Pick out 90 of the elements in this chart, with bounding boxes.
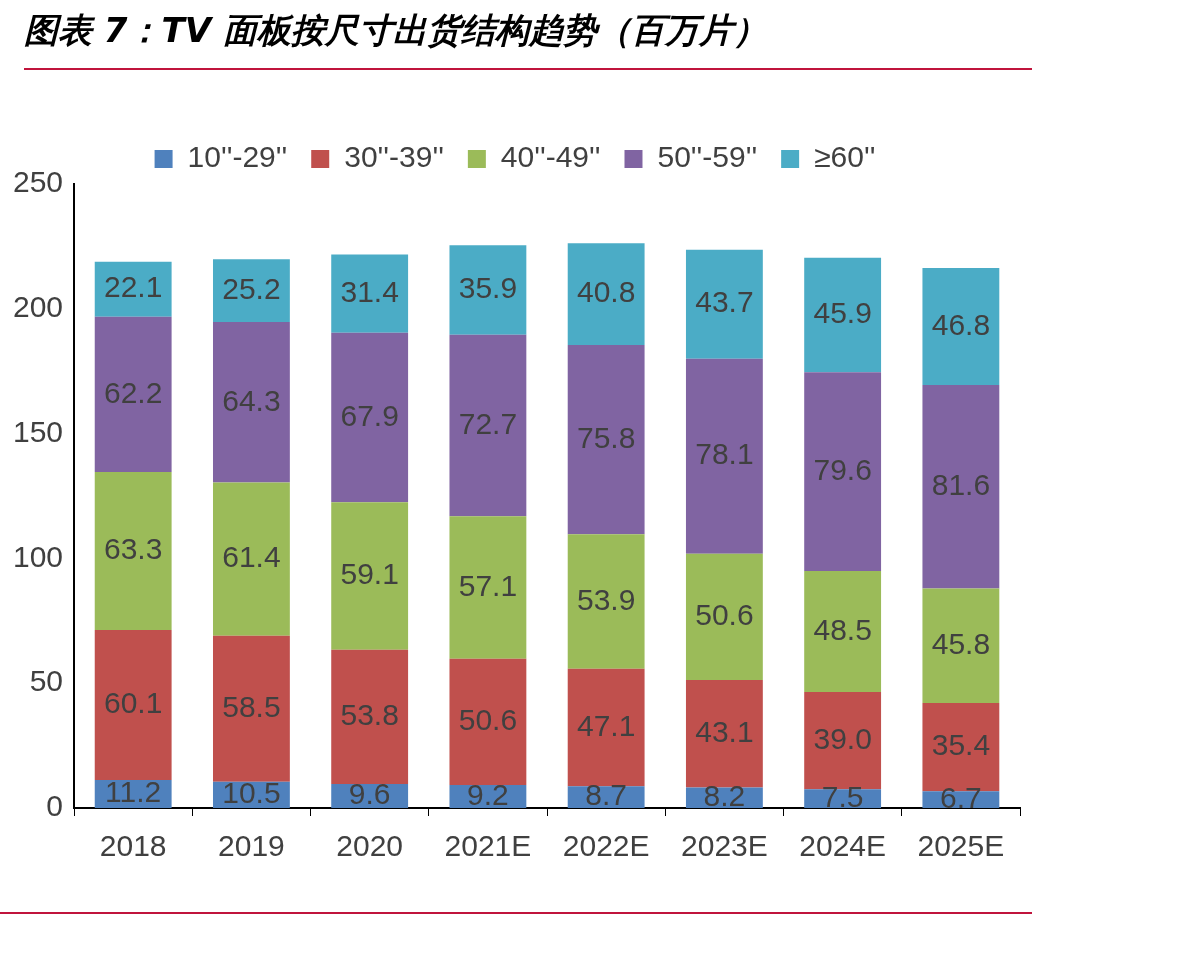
data-label: 57.1 — [458, 568, 518, 602]
x-tick-label: 2018 — [99, 829, 167, 863]
data-label: 46.8 — [931, 307, 991, 341]
bar — [212, 482, 290, 636]
data-label: 25.2 — [222, 271, 281, 305]
bar — [331, 254, 409, 333]
x-tick-label: 2022E — [562, 829, 650, 863]
data-label: 75.8 — [576, 420, 636, 454]
data-label: 79.6 — [813, 452, 872, 486]
legend-label: 40''-49'' — [500, 140, 601, 174]
data-label: 50.6 — [695, 598, 754, 632]
data-label: 59.1 — [340, 557, 399, 591]
bar — [567, 534, 645, 669]
data-label: 61.4 — [222, 540, 281, 574]
legend-label: 50''-59'' — [657, 140, 758, 174]
x-tick-label: 2023E — [681, 829, 768, 863]
x-tick-label: 2024E — [799, 829, 887, 863]
bar — [212, 259, 290, 323]
bar — [94, 472, 172, 631]
x-tick-label: 2021E — [444, 829, 532, 863]
y-tick-label: 250 — [12, 165, 64, 199]
bar — [331, 502, 409, 650]
data-label: 78.1 — [695, 437, 754, 471]
data-label: 22.1 — [103, 270, 163, 304]
bar — [685, 358, 763, 554]
legend-label: 30''-39'' — [344, 140, 444, 174]
data-label: 9.2 — [467, 777, 509, 811]
data-label: 43.1 — [695, 715, 754, 749]
bar — [685, 249, 763, 359]
y-tick-label: 0 — [46, 789, 64, 823]
bar — [94, 630, 172, 781]
data-label: 35.9 — [458, 271, 518, 305]
bar — [804, 570, 882, 692]
data-label: 40.8 — [576, 275, 636, 309]
data-label: 63.3 — [103, 532, 163, 566]
chart-title: 图表 7：TV 面板按尺寸出货结构趋势（百万片） — [24, 8, 1032, 70]
data-label: 31.4 — [340, 274, 399, 308]
data-label: 47.1 — [576, 708, 636, 742]
bar — [331, 649, 409, 785]
bar — [567, 344, 645, 535]
data-label: 9.6 — [348, 777, 391, 811]
bar — [567, 668, 645, 787]
bar — [449, 334, 527, 517]
data-label: 62.2 — [103, 375, 163, 409]
bar — [449, 245, 527, 335]
bar — [567, 243, 645, 345]
data-label: 45.9 — [813, 296, 872, 330]
bar — [804, 257, 882, 373]
data-label: 58.5 — [222, 690, 281, 724]
data-label: 48.5 — [813, 612, 872, 646]
data-label: 8.7 — [585, 778, 628, 812]
data-label: 39.0 — [813, 721, 872, 755]
bar — [922, 588, 1000, 703]
data-label: 11.2 — [105, 775, 162, 809]
bar — [804, 372, 882, 571]
y-tick-label: 150 — [12, 414, 64, 448]
bar — [449, 516, 527, 659]
legend-label: ≥60'' — [814, 140, 876, 174]
x-tick-label: 2019 — [218, 829, 285, 863]
data-label: 10.5 — [222, 776, 281, 810]
data-label: 6.7 — [940, 780, 982, 814]
bar — [94, 261, 172, 317]
data-label: 81.6 — [931, 468, 991, 502]
x-tick-label: 2025E — [917, 829, 1005, 863]
data-label: 35.4 — [931, 728, 991, 762]
y-tick-label: 200 — [12, 290, 64, 324]
bar — [922, 268, 1000, 385]
data-label: 53.8 — [340, 698, 399, 732]
legend-label: 10''-29'' — [187, 140, 288, 174]
data-label: 45.8 — [931, 627, 991, 661]
bar — [331, 332, 409, 503]
y-tick-label: 50 — [29, 664, 64, 698]
data-label: 53.9 — [576, 582, 636, 616]
x-tick-label: 2020 — [336, 829, 404, 863]
bar — [685, 679, 763, 788]
data-label: 64.3 — [222, 383, 281, 417]
bar — [212, 322, 290, 483]
data-label: 7.5 — [821, 779, 864, 813]
bar — [94, 316, 172, 473]
bar — [922, 384, 1000, 589]
data-label: 8.2 — [703, 779, 746, 813]
bar — [449, 658, 527, 786]
data-label: 72.7 — [458, 406, 518, 440]
bar — [212, 635, 290, 782]
data-label: 43.7 — [695, 285, 754, 319]
y-tick-label: 100 — [12, 539, 64, 573]
data-label: 60.1 — [103, 686, 163, 720]
data-label: 50.6 — [458, 703, 518, 737]
bar — [685, 553, 763, 680]
data-label: 67.9 — [340, 398, 399, 432]
